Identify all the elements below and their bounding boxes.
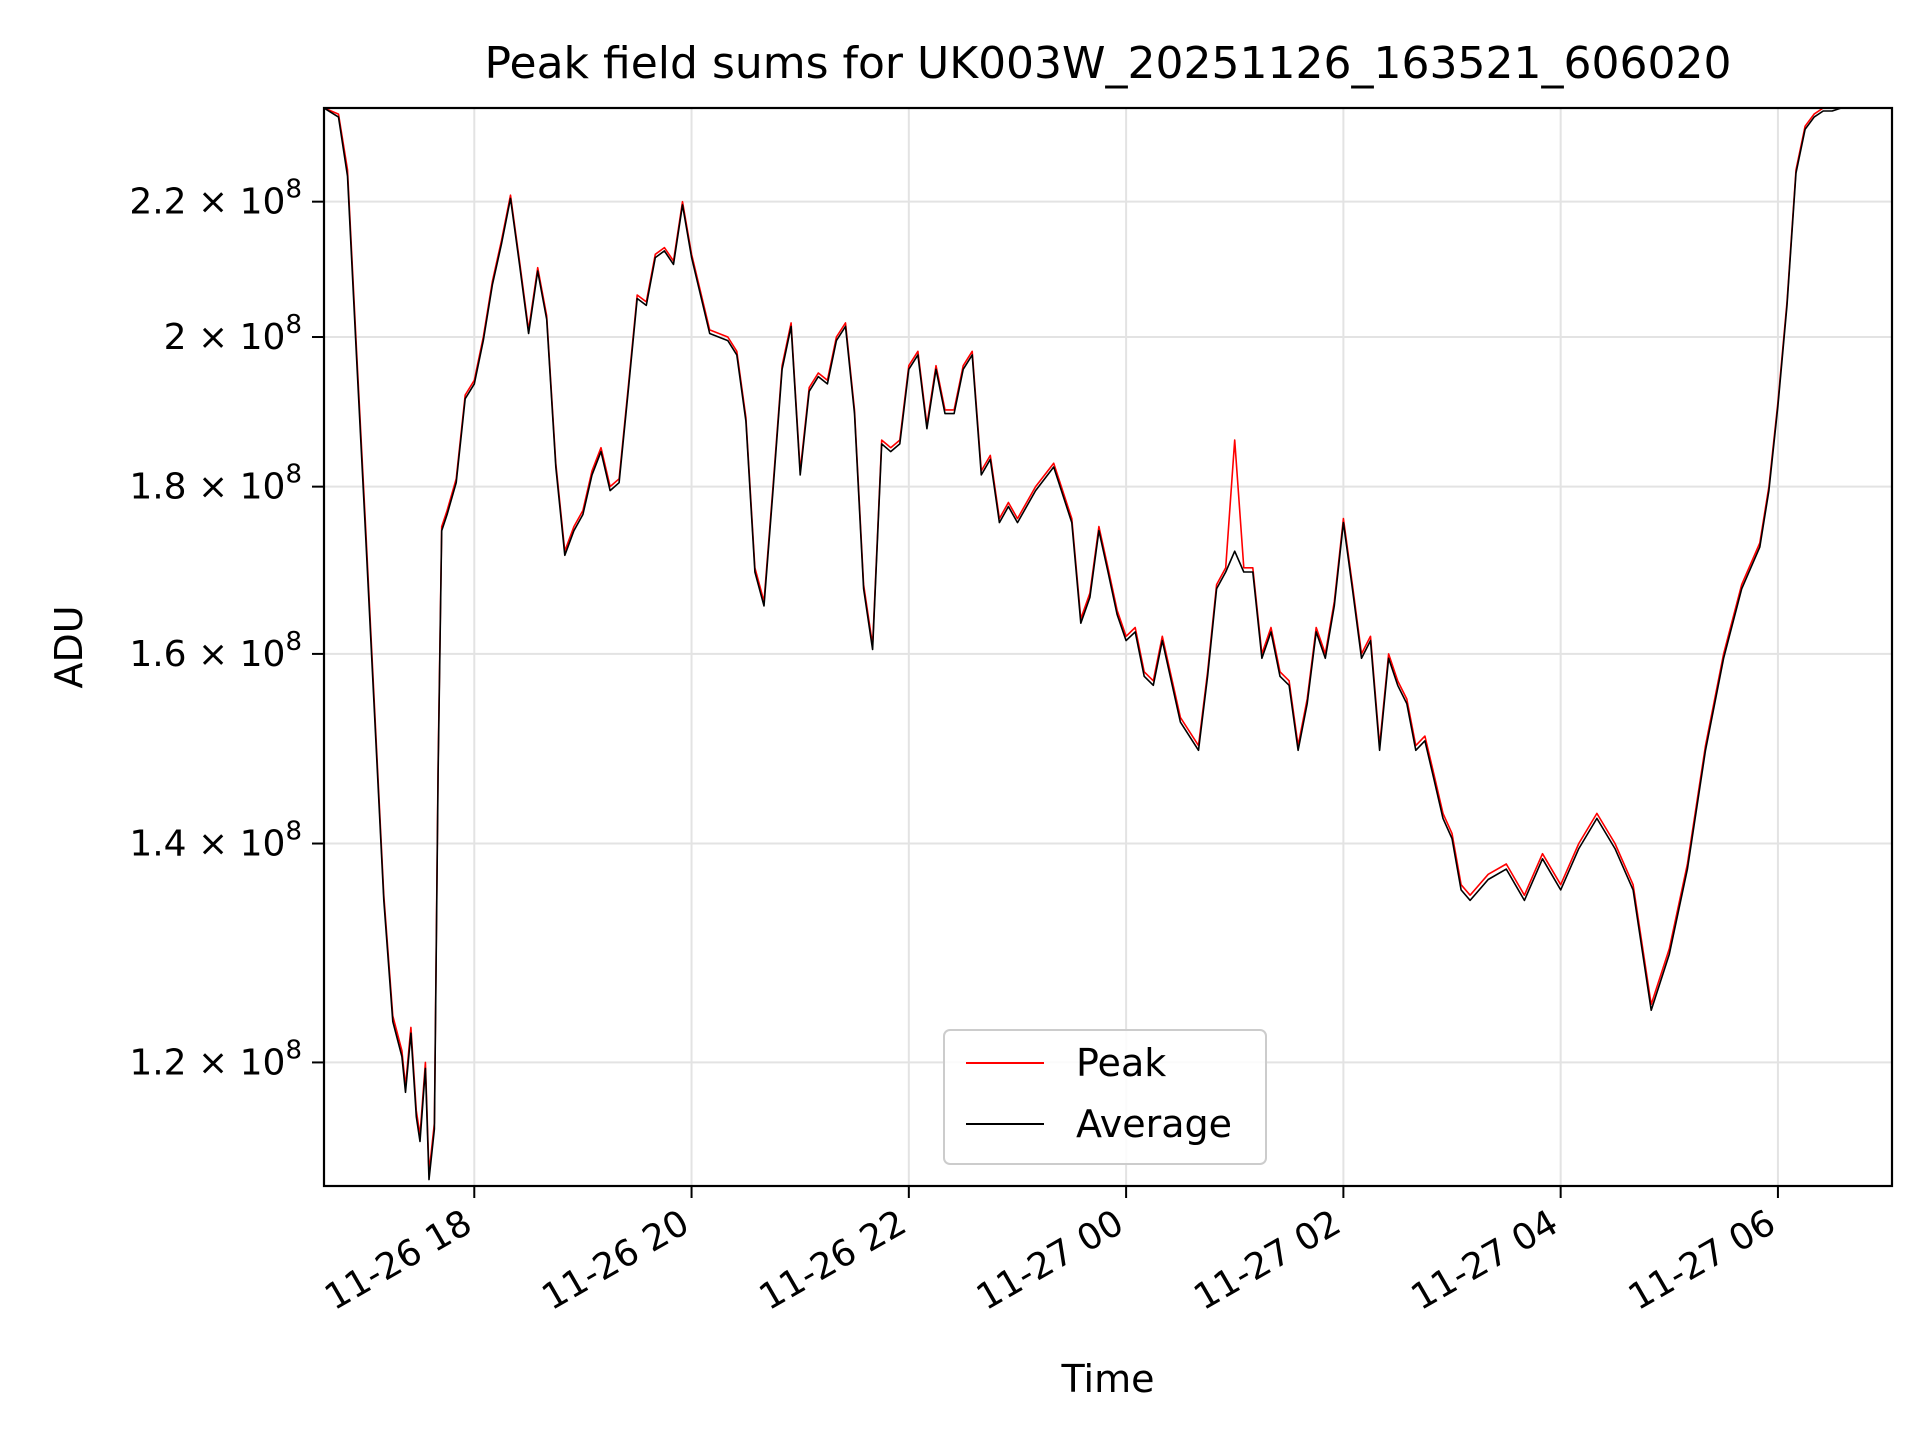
x-axis-label: Time [1061,1357,1155,1401]
y-tick-mantissa: 2 [164,317,187,358]
legend-average-label: Average [1076,1102,1232,1146]
y-tick-base: 10 [240,467,286,508]
y-tick-base: 10 [240,182,286,223]
y-tick-mantissa: 1.4 [129,824,186,865]
grid-layer [324,108,1892,1186]
plot-frame [322,106,1894,1188]
y-tick-label: 1.8 × 108 [129,460,302,508]
y-tick-times: × [187,467,240,508]
y-tick-times: × [187,317,240,358]
y-tick-label: 1.4 × 108 [129,817,302,865]
y-tick-base: 10 [240,317,286,358]
y-tick-times: × [187,824,240,865]
y-tick-label: 2 × 108 [164,310,302,358]
y-tick-label: 2.2 × 108 [129,175,302,223]
y-tick-exponent: 8 [285,310,302,340]
chart-title: Peak field sums for UK003W_20251126_1635… [485,38,1732,89]
y-tick-exponent: 8 [285,460,302,490]
y-tick-times: × [187,634,240,675]
y-tick-exponent: 8 [285,175,302,205]
y-tick-mantissa: 2.2 [129,182,186,223]
y-axis-label: ADU [47,605,91,688]
y-tick-mantissa: 1.2 [129,1042,186,1083]
legend: Peak Average [943,1029,1267,1165]
legend-peak-label: Peak [1076,1041,1166,1085]
y-tick-base: 10 [240,1042,286,1083]
y-tick-mantissa: 1.8 [129,467,186,508]
y-tick-mantissa: 1.6 [129,634,186,675]
series-line-average [324,108,1842,1181]
y-tick-label: 1.6 × 108 [129,627,302,675]
y-tick-exponent: 8 [285,1035,302,1065]
y-tick-times: × [187,1042,240,1083]
y-tick-times: × [187,182,240,223]
y-tick-label: 1.2 × 108 [129,1035,302,1083]
y-tick-base: 10 [240,634,286,675]
y-tick-exponent: 8 [285,627,302,657]
y-tick-exponent: 8 [285,817,302,847]
series-layer [324,108,1842,1181]
y-tick-base: 10 [240,824,286,865]
